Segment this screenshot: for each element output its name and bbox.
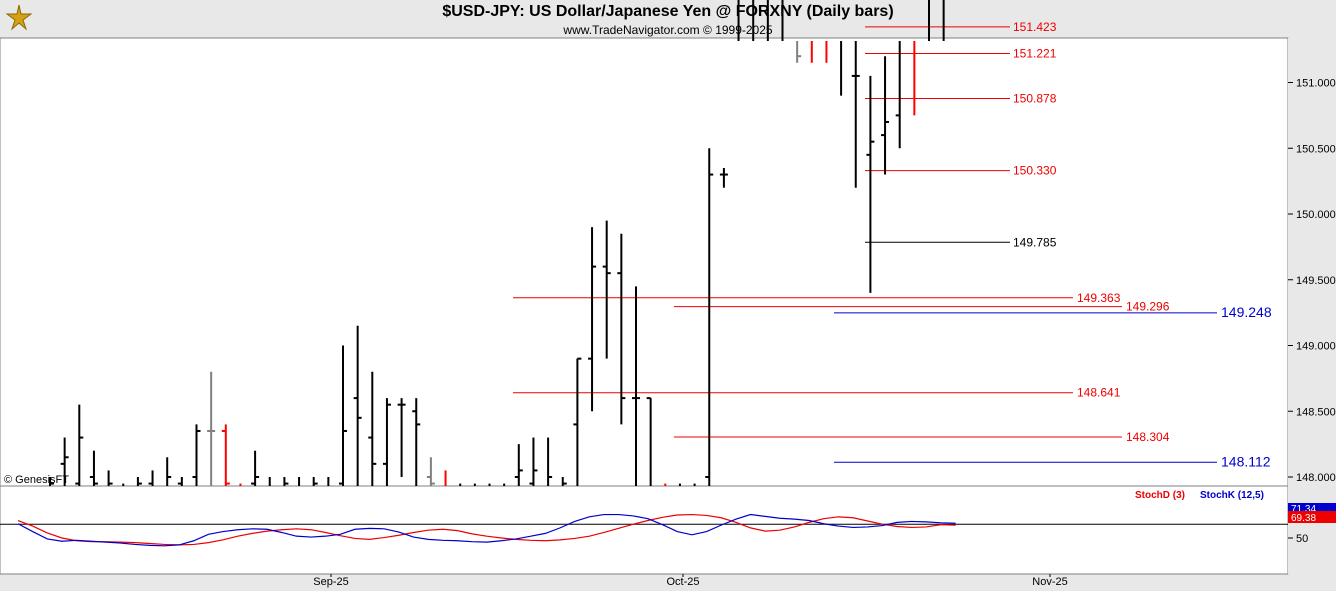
ohlc-bar bbox=[353, 325, 362, 486]
level-label: 149.296 bbox=[1126, 300, 1170, 314]
ohlc-bar bbox=[251, 450, 260, 486]
price-axis-area bbox=[1288, 38, 1336, 574]
level-label: 150.878 bbox=[1013, 92, 1057, 106]
chart-subtitle: www.TradeNavigator.com © 1999-2025 bbox=[563, 23, 773, 37]
ohlc-bar bbox=[766, 0, 769, 41]
ohlc-bar bbox=[632, 286, 640, 486]
ohlc-bar bbox=[737, 0, 740, 41]
legend-stochk: StochK (12,5) bbox=[1200, 490, 1264, 501]
ohlc-bar bbox=[752, 0, 755, 41]
ohlc-bar bbox=[840, 41, 843, 96]
stochd-value-label: 69.38 bbox=[1291, 513, 1316, 524]
ohlc-bar bbox=[851, 41, 860, 188]
stochd-value-tag bbox=[1288, 511, 1336, 523]
ohlc-bar bbox=[705, 148, 714, 486]
ohlc-bar bbox=[561, 477, 567, 486]
stochk-line bbox=[17, 513, 956, 547]
ohlc-bar bbox=[796, 41, 802, 63]
level-label: 149.785 bbox=[1013, 235, 1057, 249]
copyright-text: © GenesisFT bbox=[4, 474, 69, 486]
level-label: 149.363 bbox=[1077, 291, 1121, 305]
ohlc-bar bbox=[75, 404, 84, 486]
price-tick-label: 149.500 bbox=[1296, 275, 1336, 287]
price-tick-label: 148.000 bbox=[1296, 472, 1336, 484]
ohlc-bar bbox=[60, 437, 69, 486]
trade-navigator-logo-icon bbox=[4, 2, 34, 32]
price-tick-label: 150.500 bbox=[1296, 143, 1336, 155]
ohlc-bar bbox=[942, 0, 945, 41]
ohlc-bar bbox=[573, 357, 582, 486]
ohlc-bar bbox=[426, 457, 435, 486]
ohlc-bar bbox=[529, 437, 538, 486]
ohlc-bar bbox=[177, 477, 183, 486]
ohlc-bar bbox=[547, 437, 553, 486]
level-label: 150.330 bbox=[1013, 164, 1057, 178]
ohlc-bar bbox=[49, 477, 54, 486]
ohlc-bar bbox=[928, 0, 930, 41]
ohlc-bar bbox=[602, 220, 611, 359]
level-label: 149.248 bbox=[1221, 304, 1272, 320]
ohlc-bar bbox=[881, 56, 890, 175]
ohlc-bar bbox=[866, 75, 875, 293]
ohlc-bar bbox=[913, 41, 916, 116]
ohlc-bar bbox=[810, 41, 813, 63]
ohlc-bar bbox=[588, 227, 597, 412]
ohlc-bar bbox=[382, 398, 391, 486]
x-tick-label: Sep-25 bbox=[313, 576, 348, 588]
price-tick-label: 151.000 bbox=[1296, 78, 1336, 90]
ohlc-bar bbox=[107, 470, 113, 486]
ohlc-bar bbox=[781, 0, 784, 41]
legend-stochd: StochD (3) bbox=[1135, 490, 1185, 501]
x-tick-label: Nov-25 bbox=[1032, 576, 1067, 588]
level-label: 148.112 bbox=[1221, 453, 1271, 469]
level-label: 148.304 bbox=[1126, 430, 1170, 444]
ohlc-bar bbox=[825, 41, 828, 63]
ohlc-bar bbox=[148, 470, 154, 486]
price-tick-label: 149.000 bbox=[1296, 341, 1336, 353]
ohlc-bar bbox=[283, 477, 289, 486]
ohlc-bar bbox=[397, 398, 406, 477]
level-label: 148.641 bbox=[1077, 386, 1121, 400]
x-tick-label: Oct-25 bbox=[666, 576, 699, 588]
ohlc-bar bbox=[617, 233, 626, 425]
stoch-tick-label: 50 bbox=[1296, 533, 1308, 545]
ohlc-bar bbox=[221, 424, 230, 486]
ohlc-bar bbox=[89, 450, 98, 486]
ohlc-bar bbox=[368, 371, 377, 486]
price-tick-label: 148.500 bbox=[1296, 406, 1336, 418]
price-panel bbox=[0, 37, 1289, 487]
ohlc-bar bbox=[646, 397, 652, 486]
level-label: 151.221 bbox=[1013, 46, 1057, 60]
ohlc-bar bbox=[412, 398, 421, 486]
chart-header: $USD-JPY: US Dollar/Japanese Yen @ FORXN… bbox=[0, 0, 1336, 38]
chart-title: $USD-JPY: US Dollar/Japanese Yen @ FORXN… bbox=[442, 3, 894, 20]
stochk-value-label: 71.34 bbox=[1291, 504, 1316, 515]
stochastic-panel bbox=[0, 485, 1289, 575]
ohlc-bar bbox=[895, 41, 901, 149]
ohlc-bar bbox=[312, 477, 318, 486]
price-tick-label: 150.000 bbox=[1296, 209, 1336, 221]
ohlc-bar bbox=[192, 424, 201, 486]
level-label: 151.423 bbox=[1013, 20, 1057, 34]
ohlc-bar bbox=[514, 444, 523, 486]
stochk-value-tag bbox=[1288, 503, 1336, 514]
ohlc-bar bbox=[339, 345, 347, 486]
ohlc-bar bbox=[719, 167, 728, 188]
ohlc-bar bbox=[166, 457, 172, 486]
ohlc-bar bbox=[136, 477, 142, 486]
ohlc-bar bbox=[207, 371, 216, 486]
